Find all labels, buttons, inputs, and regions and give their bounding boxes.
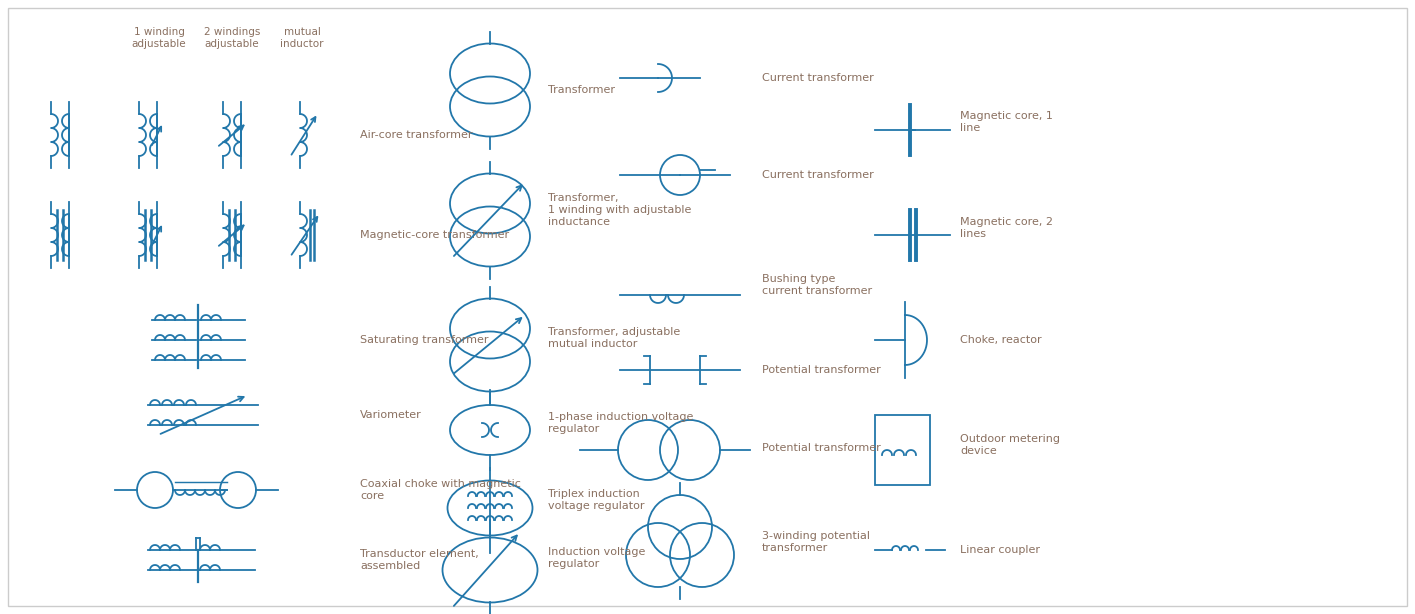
Text: Coaxial choke with magnetic
core: Coaxial choke with magnetic core [359, 479, 521, 501]
Text: Bushing type
current transformer: Bushing type current transformer [763, 274, 872, 296]
Text: Magnetic core, 1
line: Magnetic core, 1 line [959, 111, 1053, 133]
Text: Linear coupler: Linear coupler [959, 545, 1040, 555]
Text: Magnetic core, 2
lines: Magnetic core, 2 lines [959, 217, 1053, 239]
Text: Transformer: Transformer [548, 85, 616, 95]
Text: Air-core transformer: Air-core transformer [359, 130, 473, 140]
Text: Potential transformer: Potential transformer [763, 443, 880, 453]
Text: Transductor element,
assembled: Transductor element, assembled [359, 549, 478, 571]
Text: Current transformer: Current transformer [763, 170, 873, 180]
Text: Choke, reactor: Choke, reactor [959, 335, 1041, 345]
Text: Transformer, adjustable
mutual inductor: Transformer, adjustable mutual inductor [548, 327, 681, 349]
Text: Triplex induction
voltage regulator: Triplex induction voltage regulator [548, 489, 644, 511]
Text: Outdoor metering
device: Outdoor metering device [959, 434, 1060, 456]
Text: Magnetic-core transformer: Magnetic-core transformer [359, 230, 509, 240]
Text: 1 winding
adjustable: 1 winding adjustable [132, 27, 187, 49]
Text: mutual
inductor: mutual inductor [280, 27, 324, 49]
Text: 2 windings
adjustable: 2 windings adjustable [204, 27, 260, 49]
Text: Induction voltage
regulator: Induction voltage regulator [548, 547, 645, 569]
Text: 3-winding potential
transformer: 3-winding potential transformer [763, 531, 870, 553]
Text: Current transformer: Current transformer [763, 73, 873, 83]
Text: Saturating transformer: Saturating transformer [359, 335, 488, 345]
Text: Variometer: Variometer [359, 410, 422, 420]
Text: Potential transformer: Potential transformer [763, 365, 880, 375]
Text: 1-phase induction voltage
regulator: 1-phase induction voltage regulator [548, 412, 693, 434]
Bar [874, 415, 930, 485]
Text: Transformer,
1 winding with adjustable
inductance: Transformer, 1 winding with adjustable i… [548, 193, 692, 227]
